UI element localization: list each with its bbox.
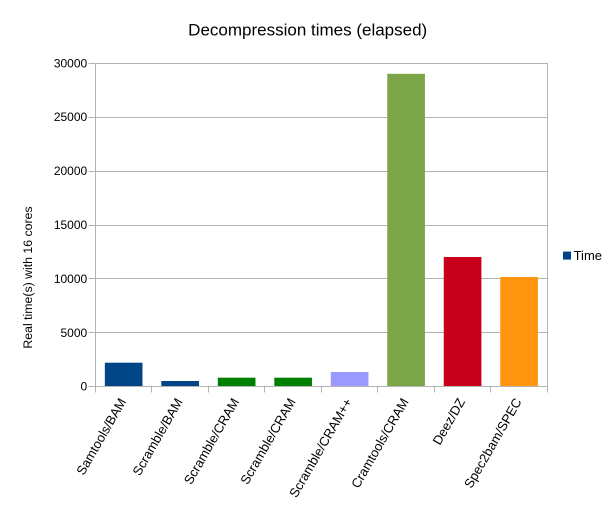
svg-text:20000: 20000	[54, 164, 88, 178]
svg-text:25000: 25000	[54, 110, 88, 124]
svg-text:Time: Time	[574, 248, 602, 263]
svg-text:5000: 5000	[60, 326, 87, 340]
svg-text:30000: 30000	[54, 56, 88, 70]
svg-text:Real time(s) with 16 cores: Real time(s) with 16 cores	[21, 206, 35, 348]
svg-text:15000: 15000	[54, 218, 88, 232]
svg-text:Decompression times (elapsed): Decompression times (elapsed)	[188, 20, 427, 39]
svg-text:0: 0	[81, 380, 88, 394]
svg-text:10000: 10000	[54, 272, 88, 286]
